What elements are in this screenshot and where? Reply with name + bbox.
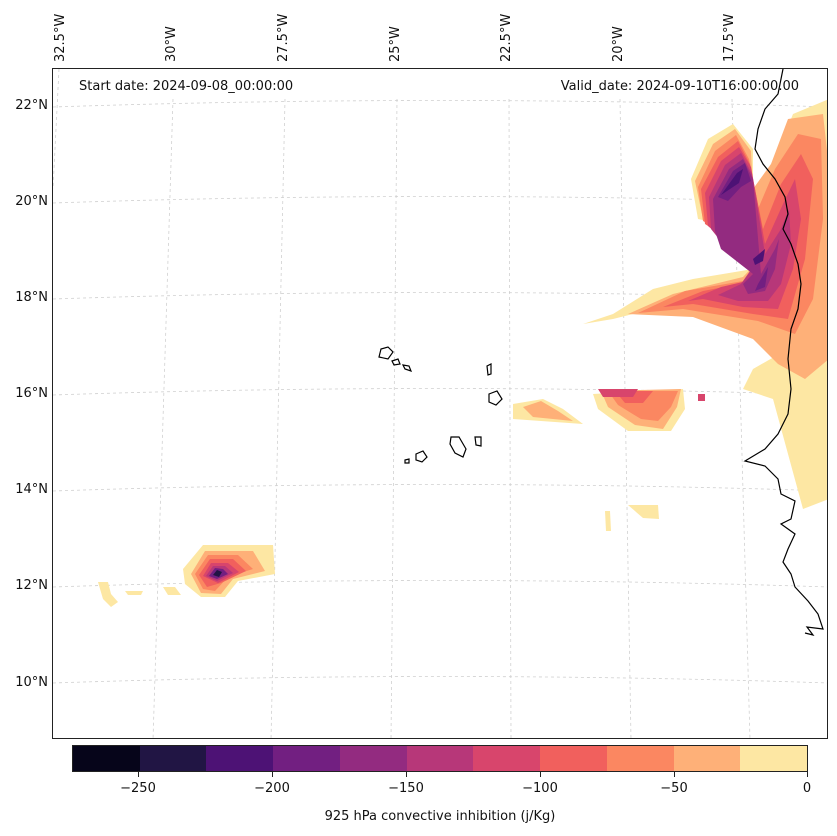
lat-label-14n: 14°N bbox=[15, 482, 48, 497]
cin-field-16n bbox=[513, 389, 705, 431]
colorbar-swatch-0 bbox=[73, 746, 140, 771]
cape-verde-sao-nicolau bbox=[401, 364, 413, 372]
cape-verde-sal bbox=[486, 363, 492, 376]
colorbar-tick-label: −50 bbox=[660, 781, 688, 796]
lon-label-25w: 25°W bbox=[388, 26, 403, 62]
lon-label-22-5w: 22.5°W bbox=[499, 13, 514, 62]
colorbar-tick-mark bbox=[138, 772, 139, 777]
lat-label-20n: 20°N bbox=[15, 194, 48, 209]
gridline-lon-30 bbox=[152, 98, 174, 738]
colorbar-tick-mark bbox=[540, 772, 541, 777]
colorbar-swatch-6 bbox=[473, 746, 541, 771]
lon-label-30w: 30°W bbox=[164, 26, 179, 62]
colorbar bbox=[72, 745, 808, 772]
lat-label-18n: 18°N bbox=[15, 290, 48, 305]
coastline-africa bbox=[743, 69, 824, 636]
cape-verde-boa-vista bbox=[488, 390, 503, 406]
gridline-lon-27-5 bbox=[270, 98, 286, 738]
cin-field-13n bbox=[605, 505, 659, 531]
lat-label-22n: 22°N bbox=[15, 98, 48, 113]
colorbar-swatch-10 bbox=[740, 746, 808, 771]
gridline-lat-16 bbox=[53, 388, 827, 396]
cin-field-coastal bbox=[583, 99, 827, 509]
cape-verde-santiago bbox=[449, 436, 467, 458]
cin-coastal-violet bbox=[718, 163, 768, 291]
colorbar-tick-label: −250 bbox=[120, 781, 156, 796]
lon-label-32-5w: 32.5°W bbox=[53, 13, 68, 62]
colorbar-title: 925 hPa convective inhibition (j/Kg) bbox=[324, 809, 556, 824]
colorbar-swatch-7 bbox=[540, 746, 607, 771]
colorbar-swatch-3 bbox=[273, 746, 340, 771]
colorbar-tick-mark bbox=[674, 772, 675, 777]
gridline-lon-32-5 bbox=[53, 69, 60, 190]
gridlines bbox=[53, 69, 827, 738]
lat-label-12n: 12°N bbox=[15, 578, 48, 593]
gridline-lat-20 bbox=[53, 196, 827, 204]
cape-verde-santo-antao bbox=[378, 346, 394, 360]
lat-label-16n: 16°N bbox=[15, 386, 48, 401]
cin-16n-pink bbox=[598, 389, 705, 401]
gridline-lon-22-5 bbox=[508, 98, 512, 738]
cin-13n-light-a bbox=[605, 511, 611, 531]
colorbar-swatch-9 bbox=[673, 746, 741, 771]
gridline-lon-17-5 bbox=[731, 98, 751, 738]
gridline-lon-25 bbox=[390, 98, 398, 738]
cin-field-cyclone bbox=[98, 545, 275, 607]
gridline-lat-12 bbox=[53, 580, 827, 588]
colorbar-swatch-2 bbox=[206, 746, 274, 771]
cin-cyclone-dark bbox=[213, 570, 222, 577]
cin-cyclone-tail bbox=[98, 582, 181, 607]
colorbar-swatch-4 bbox=[339, 746, 407, 771]
lon-label-20w: 20°W bbox=[611, 26, 626, 62]
gridline-lat-22 bbox=[53, 100, 827, 108]
gridline-lat-10 bbox=[53, 676, 827, 684]
colorbar-tick-mark bbox=[807, 772, 808, 777]
cin-13n-light-b bbox=[628, 505, 659, 519]
cape-verde-maio bbox=[474, 436, 482, 447]
map-canvas bbox=[53, 69, 827, 738]
cape-verde-sao-vicente bbox=[391, 358, 401, 366]
cape-verde-fogo bbox=[415, 450, 428, 463]
lat-label-10n: 10°N bbox=[15, 675, 48, 690]
valid-date-label: Valid_date: 2024-09-10T16:00:00.00 bbox=[560, 79, 799, 94]
lon-label-27-5w: 27.5°W bbox=[276, 13, 291, 62]
coastline bbox=[378, 69, 824, 636]
gridline-lat-18 bbox=[53, 292, 827, 300]
colorbar-tick-label: −200 bbox=[254, 781, 290, 796]
map-panel: Start date: 2024-09-08_00:00:00 Valid_da… bbox=[52, 68, 828, 739]
colorbar-tick-label: 0 bbox=[802, 781, 812, 796]
colorbar-tick-label: −100 bbox=[522, 781, 558, 796]
colorbar-swatch-8 bbox=[606, 746, 674, 771]
colorbar-tick-label: −150 bbox=[388, 781, 424, 796]
lon-label-17-5w: 17.5°W bbox=[722, 13, 737, 62]
colorbar-swatch-5 bbox=[406, 746, 474, 771]
cin-coastal-indigo bbox=[721, 169, 765, 265]
colorbar-tick-mark bbox=[272, 772, 273, 777]
colorbar-tick-mark bbox=[406, 772, 407, 777]
start-date-label: Start date: 2024-09-08_00:00:00 bbox=[79, 79, 294, 94]
cape-verde-brava bbox=[404, 458, 410, 464]
colorbar-swatch-1 bbox=[139, 746, 207, 771]
gridline-lat-14 bbox=[53, 484, 827, 492]
